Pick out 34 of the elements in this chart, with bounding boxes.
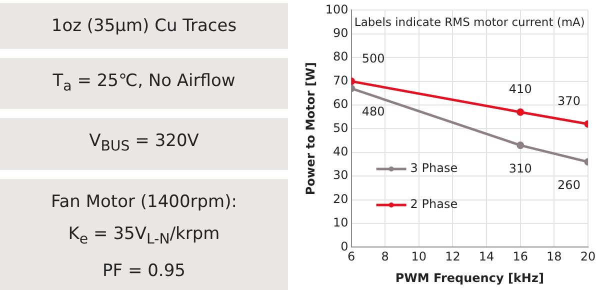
legend-label: 2 Phase bbox=[410, 197, 458, 212]
x-tick-label: 16 bbox=[512, 250, 528, 264]
text: 1oz (35µm) Cu Traces bbox=[50, 15, 238, 38]
x-tick-label: 6 bbox=[347, 250, 356, 264]
x-axis-title: PWM Frequency [kHz] bbox=[395, 270, 544, 285]
y-tick-label: 20 bbox=[333, 192, 348, 206]
y-tick-label: 100 bbox=[325, 2, 348, 16]
annotation: 480 bbox=[362, 104, 385, 119]
y-tick-label: 40 bbox=[333, 144, 348, 159]
x-tick-label: 14 bbox=[478, 250, 494, 264]
y-tick-label: 90 bbox=[333, 26, 348, 40]
x-tick-label: 18 bbox=[546, 250, 562, 264]
annotation: 410 bbox=[508, 82, 532, 96]
text: Fan Motor (1400rpm): K$_{e}$ = 35V$_{L-N}$/krpm PF = 0.95 bbox=[50, 190, 238, 284]
y-tick-label: 60 bbox=[333, 97, 348, 112]
text: V$_{BUS}$ = 320V bbox=[88, 130, 200, 157]
annotation: 500 bbox=[362, 51, 385, 66]
annotation: Labels indicate RMS motor current (mA) bbox=[354, 14, 585, 29]
annotation: 370 bbox=[558, 94, 580, 108]
y-tick-label: 70 bbox=[333, 73, 348, 88]
x-tick-label: 12 bbox=[445, 250, 460, 264]
annotation: 310 bbox=[508, 161, 532, 176]
legend-label: 3 Phase bbox=[410, 161, 458, 176]
annotation: 260 bbox=[558, 178, 580, 192]
y-tick-label: 10 bbox=[333, 216, 348, 230]
y-tick-label: 50 bbox=[333, 120, 348, 135]
y-tick-label: 30 bbox=[333, 168, 348, 182]
x-tick-label: 8 bbox=[381, 250, 389, 264]
y-axis-title: Power to Motor [W] bbox=[303, 62, 318, 196]
y-tick-label: 0 bbox=[340, 239, 348, 254]
text: T$_{a}$ = 25℃, No Airflow bbox=[52, 70, 236, 96]
x-tick-label: 10 bbox=[411, 250, 427, 264]
y-tick-label: 80 bbox=[333, 50, 348, 64]
x-tick-label: 20 bbox=[580, 250, 596, 264]
